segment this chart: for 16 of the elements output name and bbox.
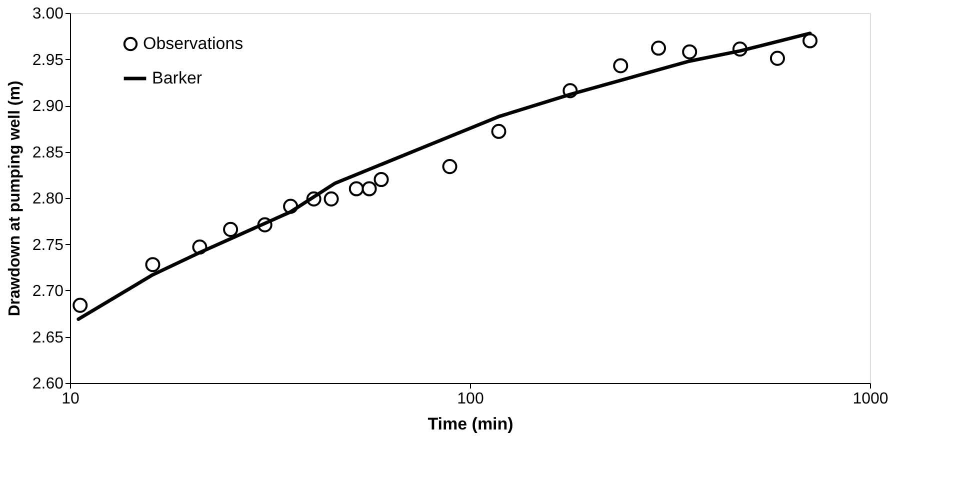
x-axis-title: Time (min) (428, 414, 514, 434)
x-tick-label: 1000 (852, 390, 888, 408)
y-tick-label: 2.95 (32, 52, 64, 69)
legend-label: Barker (152, 68, 202, 88)
legend-label: Observations (143, 34, 244, 53)
y-tick-label: 2.75 (32, 236, 64, 254)
y-tick-label: 2.65 (32, 329, 64, 346)
y-tick-label: 2.85 (32, 144, 64, 162)
x-tick-label: 100 (457, 390, 484, 408)
y-tick-label: 3.00 (32, 6, 64, 22)
x-tick-label: 10 (62, 390, 80, 408)
y-tick-label: 2.60 (32, 376, 64, 392)
y-tick-label: 2.80 (32, 190, 64, 208)
y-axis-title: Drawdown at pumping well (m) (6, 80, 24, 316)
y-tick-label: 2.70 (32, 283, 64, 300)
y-tick-label: 2.90 (32, 98, 64, 115)
